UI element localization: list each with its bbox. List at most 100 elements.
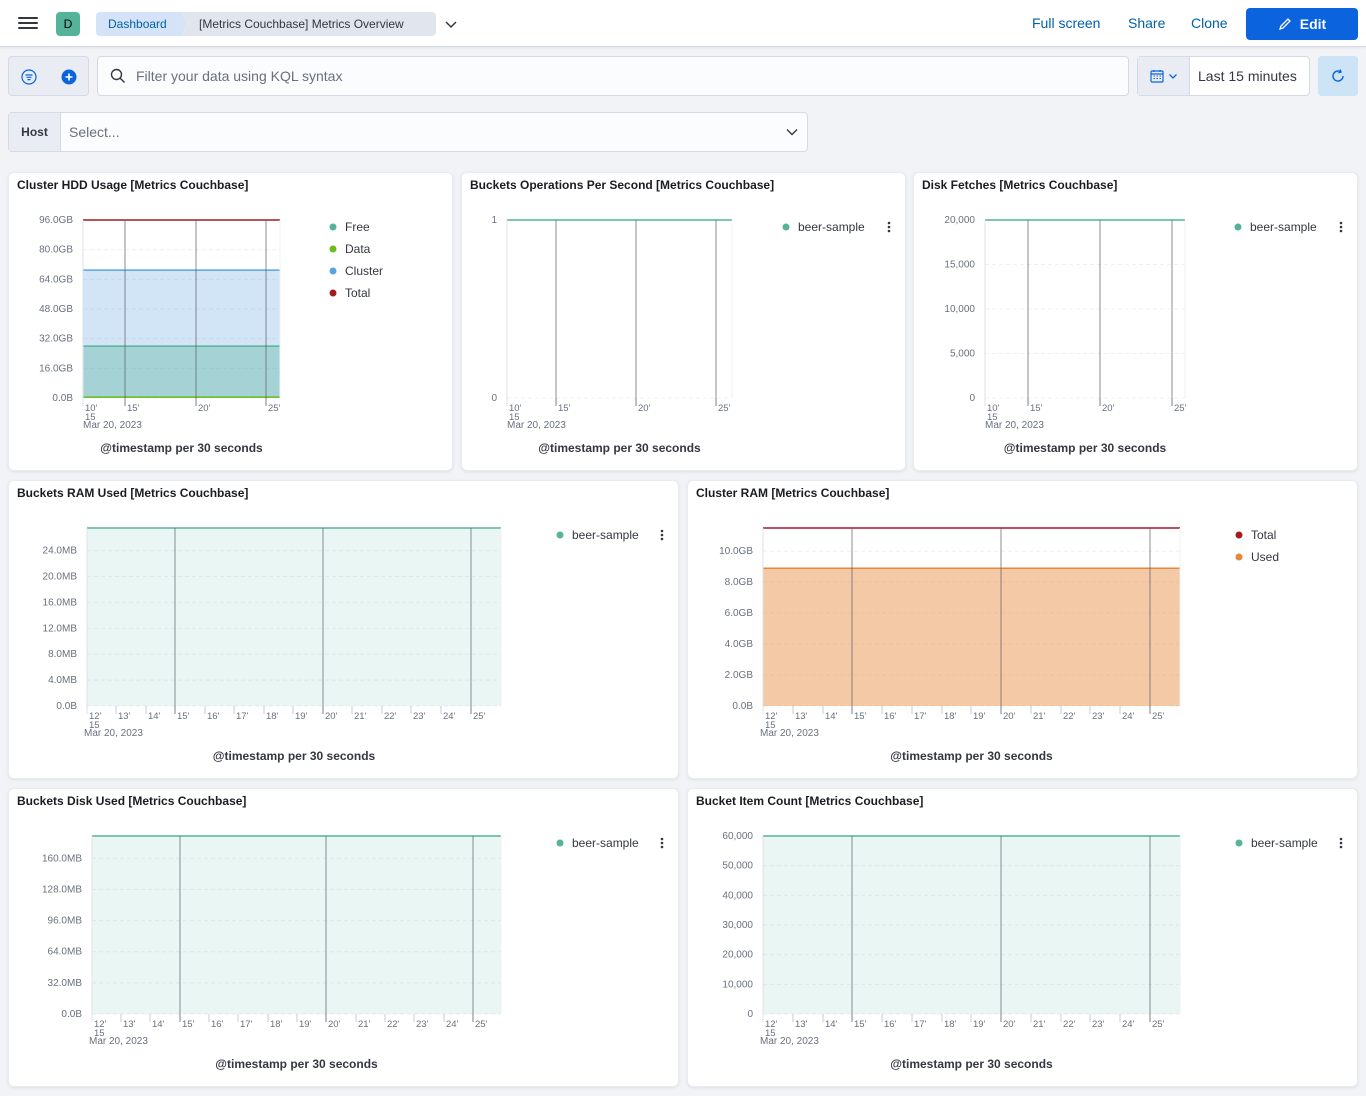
- x-date-label: Mar 20, 2023: [760, 728, 819, 739]
- saved-query-button[interactable]: [17, 65, 41, 89]
- dot: [1339, 229, 1343, 233]
- x-tick-label: 15': [854, 711, 867, 722]
- x-tick-label: 16': [211, 1019, 224, 1030]
- more-options-icon[interactable]: [1339, 837, 1343, 849]
- share-button[interactable]: Share: [1128, 15, 1166, 31]
- x-date-label: Mar 20, 2023: [83, 420, 142, 431]
- add-filter-button[interactable]: [57, 65, 81, 89]
- filter-button-group: [8, 56, 89, 96]
- x-axis-title: @timestamp per 30 seconds: [538, 441, 701, 455]
- panel-buckets-disk-used: Buckets Disk Used [Metrics Couchbase] 0.…: [8, 788, 679, 1087]
- x-tick-label: 20': [1102, 403, 1115, 414]
- dot: [660, 845, 664, 849]
- plus-circle-icon: [61, 69, 77, 85]
- x-tick-label: 15': [558, 403, 571, 414]
- chart: 0.0B 2.0GB 4.0GB 6.0GB 8.0GB 10.0GB 12'15 13' 14…: [719, 527, 1279, 763]
- dot: [887, 221, 891, 225]
- hamburger-menu-icon[interactable]: [16, 14, 40, 34]
- x-tick-label: 22': [1063, 1019, 1076, 1030]
- x-tick-label: 16': [884, 711, 897, 722]
- panel-title: Buckets RAM Used [Metrics Couchbase]: [17, 486, 249, 500]
- x-tick-label: 18': [270, 1019, 283, 1030]
- x-date-label: Mar 20, 2023: [507, 420, 566, 431]
- x-date-label: Mar 20, 2023: [89, 1036, 148, 1047]
- panel-title: Cluster RAM [Metrics Couchbase]: [696, 486, 890, 500]
- chevron-down-icon: [1168, 74, 1177, 79]
- x-tick-label: 25': [1152, 1019, 1165, 1030]
- panel-title: Bucket Item Count [Metrics Couchbase]: [696, 794, 924, 808]
- more-options-icon[interactable]: [887, 221, 891, 233]
- x-tick-label: 12': [89, 711, 102, 722]
- y-tick-label: 0: [491, 393, 497, 404]
- time-range-label[interactable]: Last 15 minutes: [1198, 68, 1297, 84]
- x-tick-label: 19': [973, 1019, 986, 1030]
- x-tick-label: 16': [207, 711, 220, 722]
- x-axis-title: @timestamp per 30 seconds: [215, 1057, 378, 1071]
- x-tick-label: 15: [987, 412, 998, 423]
- y-tick-label: 20,000: [944, 215, 975, 226]
- more-options-icon[interactable]: [1339, 221, 1343, 233]
- breadcrumb-dashboard[interactable]: Dashboard: [96, 12, 186, 36]
- x-tick-label: 18': [944, 711, 957, 722]
- x-tick-label: 13': [118, 711, 131, 722]
- legend-dot: [556, 839, 564, 847]
- legend-dot: [782, 223, 790, 231]
- x-tick-label: 13': [795, 711, 808, 722]
- chart: 0.0B32.0MB64.0MB96.0MB128.0MB160.0MB12'1…: [42, 835, 664, 1071]
- legend-item-label: Cluster: [345, 264, 383, 278]
- x-tick-label: 14': [825, 1019, 838, 1030]
- chart: 0.0B 4.0MB 8.0MB 12.0MB 16.0MB 20.0MB 24.0MB 12…: [43, 527, 664, 763]
- x-axis-title: @timestamp per 30 seconds: [890, 1057, 1053, 1071]
- legend-item-label: Data: [345, 242, 371, 256]
- y-tick-label: 10,000: [944, 304, 975, 315]
- host-control: Host Select...: [8, 112, 808, 152]
- x-tick-label: 20': [1003, 711, 1016, 722]
- y-tick-label: 40,000: [722, 890, 753, 901]
- y-tick-label: 0: [747, 1009, 753, 1020]
- x-tick-label: 13': [795, 1019, 808, 1030]
- legend-dot: [329, 223, 337, 231]
- edit-button[interactable]: Edit: [1246, 8, 1358, 40]
- y-tick-label: 4.0MB: [48, 675, 77, 686]
- x-tick-label: 12': [765, 711, 778, 722]
- kql-search-input[interactable]: [136, 57, 1116, 95]
- x-tick-label: 14': [825, 711, 838, 722]
- more-options-icon[interactable]: [660, 529, 664, 541]
- quick-select-button[interactable]: [1138, 57, 1190, 95]
- x-tick-label: 23': [413, 711, 426, 722]
- y-tick-label: 30,000: [722, 920, 753, 931]
- x-tick-label: 10': [85, 403, 98, 414]
- x-tick-label: 19': [973, 711, 986, 722]
- legend-dot: [1234, 223, 1242, 231]
- x-tick-label: 20': [638, 403, 651, 414]
- y-tick-label: 24.0MB: [43, 546, 78, 557]
- x-tick-label: 12': [94, 1019, 107, 1030]
- x-tick-label: 22': [384, 711, 397, 722]
- date-picker: Last 15 minutes: [1137, 56, 1310, 96]
- dot: [660, 529, 664, 533]
- panel-title: Disk Fetches [Metrics Couchbase]: [922, 178, 1118, 192]
- clone-button[interactable]: Clone: [1191, 15, 1228, 31]
- full-screen-button[interactable]: Full screen: [1032, 15, 1101, 31]
- dot: [1339, 837, 1343, 841]
- legend-item-label: Used: [1251, 550, 1279, 564]
- chevron-down-icon[interactable]: [443, 16, 459, 32]
- x-tick-label: 15: [509, 412, 520, 423]
- x-axis-title: @timestamp per 30 seconds: [100, 441, 263, 455]
- x-axis-title: @timestamp per 30 seconds: [1004, 441, 1167, 455]
- y-tick-label: 10,000: [722, 979, 753, 990]
- y-tick-label: 0.0B: [52, 393, 73, 404]
- x-tick-label: 15': [177, 711, 190, 722]
- host-select[interactable]: Select...: [61, 113, 807, 151]
- dot: [660, 537, 664, 541]
- more-options-icon[interactable]: [660, 837, 664, 849]
- x-tick-label: 23': [416, 1019, 429, 1030]
- y-tick-label: 64.0MB: [48, 947, 83, 958]
- refresh-button[interactable]: [1318, 56, 1358, 96]
- x-tick-label: 15': [127, 403, 140, 414]
- chart: 0.0B 16.0GB 32.0GB 48.0GB 64.0GB 80.0GB 96.0GB…: [39, 215, 383, 455]
- series-area-free: [83, 346, 280, 398]
- y-tick-label: 48.0GB: [39, 304, 73, 315]
- space-avatar[interactable]: D: [56, 12, 80, 36]
- y-tick-label: 160.0MB: [42, 853, 82, 864]
